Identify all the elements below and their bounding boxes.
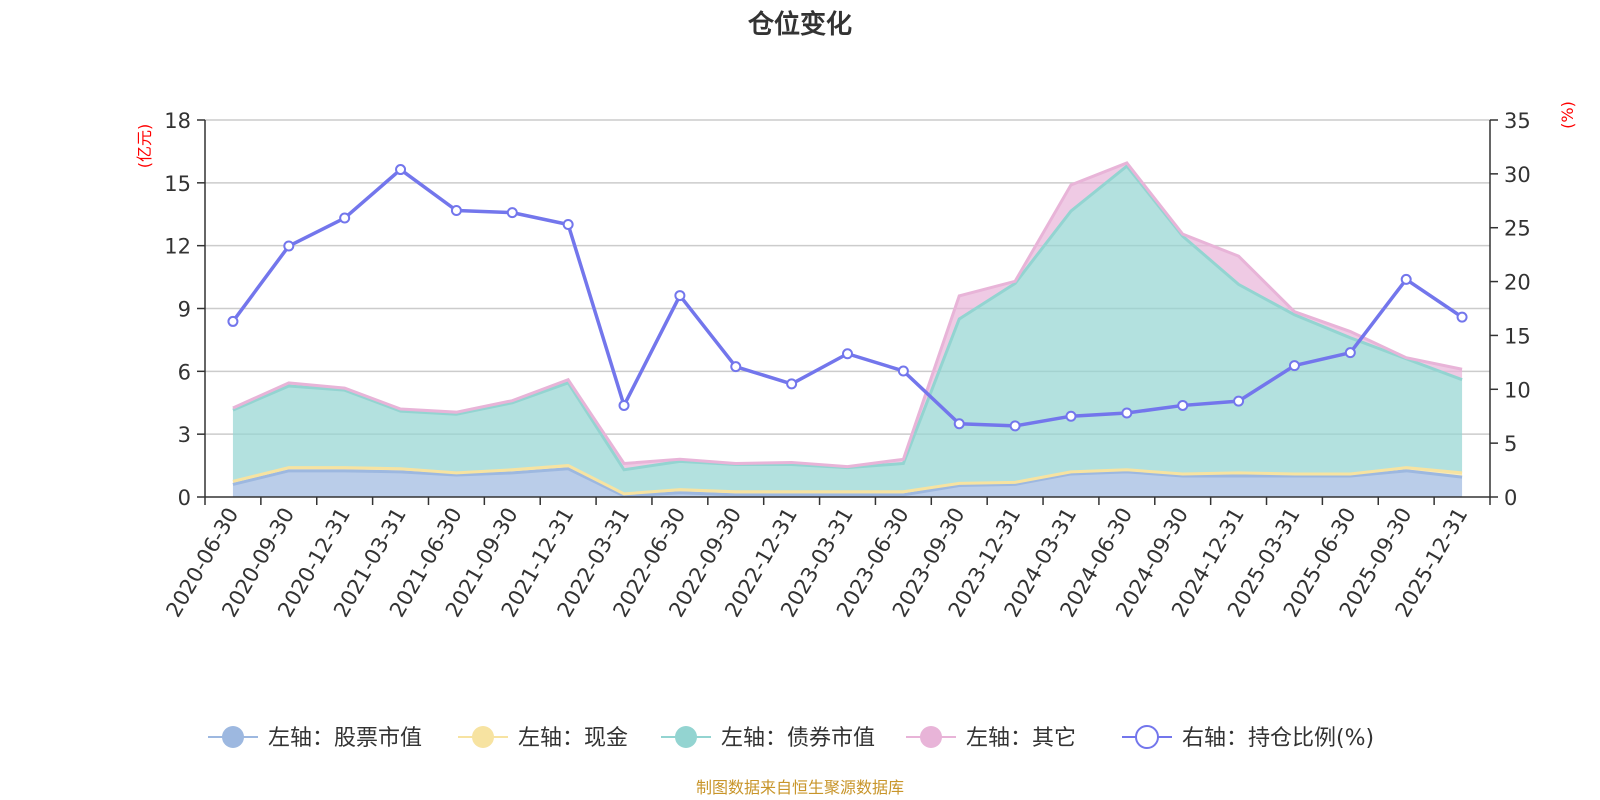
ratio-point bbox=[395, 164, 407, 176]
ratio-point bbox=[786, 378, 798, 390]
legend-label: 右轴：持仓比例(%) bbox=[1182, 726, 1374, 751]
ratio-point bbox=[1009, 420, 1021, 432]
ratio-point bbox=[953, 418, 965, 430]
ratio-point bbox=[339, 212, 351, 224]
ratio-point bbox=[618, 399, 630, 411]
legend-item: 左轴：股票市值 bbox=[208, 726, 422, 751]
right-tick-label: 5 bbox=[1504, 432, 1517, 456]
ratio-point bbox=[227, 315, 239, 327]
right-tick-label: 35 bbox=[1504, 109, 1531, 133]
legend-label: 左轴：股票市值 bbox=[268, 726, 422, 751]
legend-marker bbox=[920, 726, 942, 748]
right-axis-unit: (%) bbox=[1558, 101, 1577, 129]
ratio-point bbox=[1456, 311, 1468, 323]
legend-item: 左轴：其它 bbox=[906, 726, 1076, 751]
right-tick-label: 15 bbox=[1504, 324, 1531, 348]
ratio-point bbox=[1288, 360, 1300, 372]
left-tick-label: 12 bbox=[164, 235, 191, 259]
left-tick-label: 0 bbox=[178, 486, 191, 510]
area-左轴：股票市值 bbox=[232, 468, 1463, 497]
left-tick-label: 18 bbox=[164, 109, 191, 133]
ratio-point bbox=[283, 240, 295, 252]
right-tick-label: 0 bbox=[1504, 486, 1517, 510]
data-source-note: 制图数据来自恒生聚源数据库 bbox=[696, 778, 904, 797]
right-tick-label: 20 bbox=[1504, 271, 1531, 295]
legend-marker bbox=[222, 726, 244, 748]
area-edge-左轴：现金 bbox=[232, 464, 1463, 496]
chart-title: 仓位变化 bbox=[747, 9, 852, 40]
area-edge-左轴：其它 bbox=[232, 161, 1463, 469]
ratio-point bbox=[897, 365, 909, 377]
legend-item: 左轴：现金 bbox=[458, 726, 628, 751]
right-tick-label: 10 bbox=[1504, 378, 1531, 402]
legend-marker bbox=[472, 726, 494, 748]
legend-label: 左轴：债券市值 bbox=[721, 726, 875, 751]
ratio-point bbox=[562, 218, 574, 230]
right-tick-label: 25 bbox=[1504, 217, 1531, 241]
ratio-point bbox=[1065, 410, 1077, 422]
legend-item: 右轴：持仓比例(%) bbox=[1122, 725, 1374, 751]
ratio-point bbox=[450, 204, 462, 216]
legend-marker bbox=[1135, 725, 1159, 749]
left-tick-label: 9 bbox=[178, 298, 191, 322]
area-edge-左轴：股票市值 bbox=[232, 467, 1463, 498]
ratio-point bbox=[1400, 273, 1412, 285]
left-tick-label: 6 bbox=[178, 360, 191, 384]
stacked-areas bbox=[232, 161, 1463, 498]
ratio-point bbox=[842, 348, 853, 360]
legend-label: 左轴：现金 bbox=[518, 726, 628, 751]
ratio-point bbox=[1121, 407, 1133, 419]
legend-item: 左轴：债券市值 bbox=[661, 726, 875, 751]
ratio-point bbox=[1233, 395, 1245, 407]
ratio-point bbox=[506, 207, 518, 219]
left-tick-label: 3 bbox=[178, 423, 191, 447]
legend-label: 左轴：其它 bbox=[966, 726, 1076, 751]
ratio-point bbox=[730, 361, 742, 373]
left-axis-unit: (亿元) bbox=[135, 124, 154, 169]
area-左轴：债券市值 bbox=[232, 166, 1463, 494]
ratio-point bbox=[674, 290, 686, 302]
right-tick-label: 30 bbox=[1504, 163, 1531, 187]
ratio-line-series bbox=[227, 164, 1468, 432]
legend: 左轴：股票市值 左轴：现金 左轴：债券市值 左轴：其它 右轴：持仓比例(%) bbox=[208, 725, 1374, 751]
ratio-point bbox=[1344, 347, 1356, 359]
legend-marker bbox=[675, 726, 697, 748]
left-tick-label: 15 bbox=[164, 172, 191, 196]
ratio-point bbox=[1177, 399, 1189, 411]
